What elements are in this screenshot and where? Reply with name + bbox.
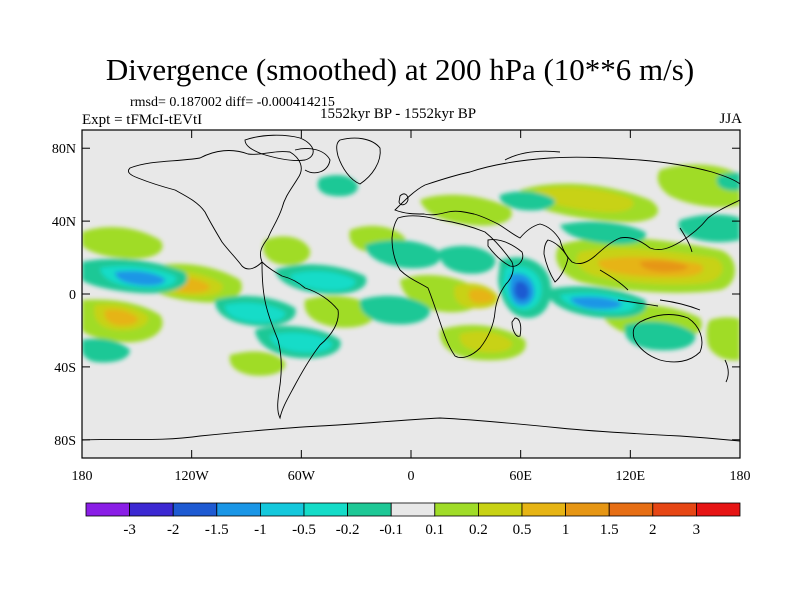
period-label: 1552kyr BP - 1552kyr BP	[320, 106, 477, 122]
colorbar-label: -2	[167, 522, 180, 538]
colorbar-swatch	[216, 502, 261, 517]
colorbar-label: 1.5	[600, 522, 619, 538]
lat-tick-label: 40N	[52, 215, 76, 230]
colorbar-swatch	[565, 502, 610, 517]
colorbar-swatch	[521, 502, 566, 517]
colorbar-label: -0.5	[292, 522, 316, 538]
colorbar: -3 -2 -1.5 -1 -0.5 -0.2 -0.1 0.1 0.2 0.5 1 1.5 2 3	[85, 502, 741, 538]
colorbar-label: -0.1	[379, 522, 403, 538]
lon-tick-label: 180	[72, 469, 93, 484]
divergence-field	[82, 164, 740, 376]
colorbar-swatch	[347, 502, 392, 517]
colorbar-swatch	[259, 502, 305, 517]
lon-tick-label: 120E	[616, 469, 646, 484]
lat-tick-label: 40S	[54, 361, 76, 376]
figure-title: Divergence (smoothed) at 200 hPa (10**6 …	[105, 52, 695, 87]
lon-tick-label: 180	[730, 469, 751, 484]
colorbar-swatch	[434, 502, 479, 517]
lat-tick-label: 0	[69, 288, 76, 303]
colorbar-label: 0.1	[425, 522, 444, 538]
lon-tick-label: 0	[408, 469, 415, 484]
colorbar-swatch	[172, 502, 218, 517]
colorbar-swatch	[303, 502, 348, 517]
lat-tick-label: 80N	[52, 142, 76, 157]
colorbar-label: 0.2	[469, 522, 488, 538]
lon-tick-label: 60E	[509, 469, 532, 484]
colorbar-label: 1	[562, 522, 570, 538]
colorbar-label: 0.5	[513, 522, 532, 538]
colorbar-label: -1	[254, 522, 267, 538]
colorbar-swatch	[129, 502, 174, 517]
colorbar-label: -0.2	[336, 522, 360, 538]
colorbar-swatch	[652, 502, 697, 517]
axis-ticks: 80N 40N 0 40S 80S 180 120W 60W 0 60E 120E 180	[52, 130, 751, 484]
colorbar-label: 3	[693, 522, 701, 538]
colorbar-swatch	[390, 502, 436, 517]
lon-tick-label: 60W	[288, 469, 316, 484]
colorbar-swatch	[608, 502, 654, 517]
colorbar-label: -1.5	[205, 522, 229, 538]
colorbar-label: 2	[649, 522, 657, 538]
colorbar-swatch	[85, 502, 130, 517]
coastlines	[82, 134, 740, 442]
lat-tick-label: 80S	[54, 434, 76, 449]
colorbar-swatch	[696, 502, 741, 517]
colorbar-label: -3	[123, 522, 136, 538]
lon-tick-label: 120W	[175, 469, 210, 484]
season-label: JJA	[719, 111, 742, 127]
experiment-label: Expt = tFMcI-tEVtI	[82, 112, 203, 128]
stats-text: rmsd= 0.187002 diff= -0.000414215	[130, 95, 335, 110]
colorbar-swatch	[477, 502, 523, 517]
